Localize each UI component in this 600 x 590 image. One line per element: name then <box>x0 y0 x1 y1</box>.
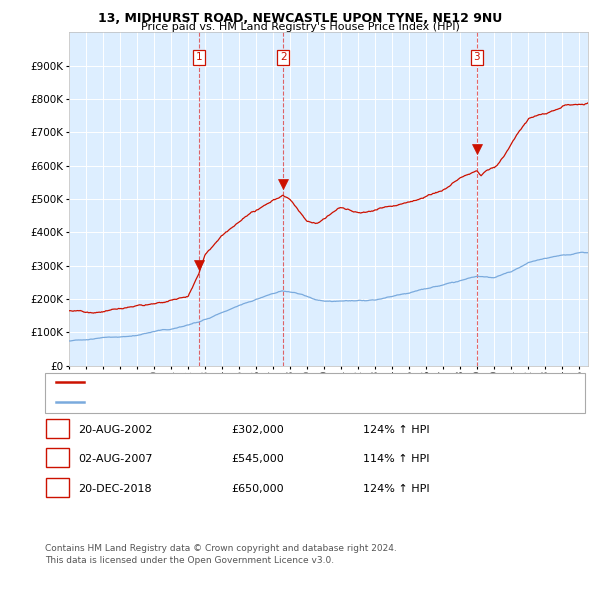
Text: 13, MIDHURST ROAD, NEWCASTLE UPON TYNE, NE12 9NU (detached house): 13, MIDHURST ROAD, NEWCASTLE UPON TYNE, … <box>88 378 462 387</box>
Text: 20-AUG-2002: 20-AUG-2002 <box>78 425 152 434</box>
Text: 20-DEC-2018: 20-DEC-2018 <box>78 484 152 493</box>
Text: 2: 2 <box>54 454 61 464</box>
Text: HPI: Average price, detached house, North Tyneside: HPI: Average price, detached house, Nort… <box>88 398 342 407</box>
Text: 124% ↑ HPI: 124% ↑ HPI <box>363 425 430 434</box>
Text: £302,000: £302,000 <box>231 425 284 434</box>
Text: 3: 3 <box>473 53 480 63</box>
Text: Price paid vs. HM Land Registry's House Price Index (HPI): Price paid vs. HM Land Registry's House … <box>140 22 460 32</box>
Text: 1: 1 <box>196 53 202 63</box>
Text: 02-AUG-2007: 02-AUG-2007 <box>78 454 152 464</box>
Text: 3: 3 <box>54 484 61 493</box>
Text: 13, MIDHURST ROAD, NEWCASTLE UPON TYNE, NE12 9NU: 13, MIDHURST ROAD, NEWCASTLE UPON TYNE, … <box>98 12 502 25</box>
Text: 1: 1 <box>54 425 61 434</box>
Text: 114% ↑ HPI: 114% ↑ HPI <box>363 454 430 464</box>
Text: £650,000: £650,000 <box>231 484 284 493</box>
Text: Contains HM Land Registry data © Crown copyright and database right 2024.: Contains HM Land Registry data © Crown c… <box>45 544 397 553</box>
Text: 124% ↑ HPI: 124% ↑ HPI <box>363 484 430 493</box>
Text: £545,000: £545,000 <box>231 454 284 464</box>
Text: This data is licensed under the Open Government Licence v3.0.: This data is licensed under the Open Gov… <box>45 556 334 565</box>
Text: 2: 2 <box>280 53 286 63</box>
